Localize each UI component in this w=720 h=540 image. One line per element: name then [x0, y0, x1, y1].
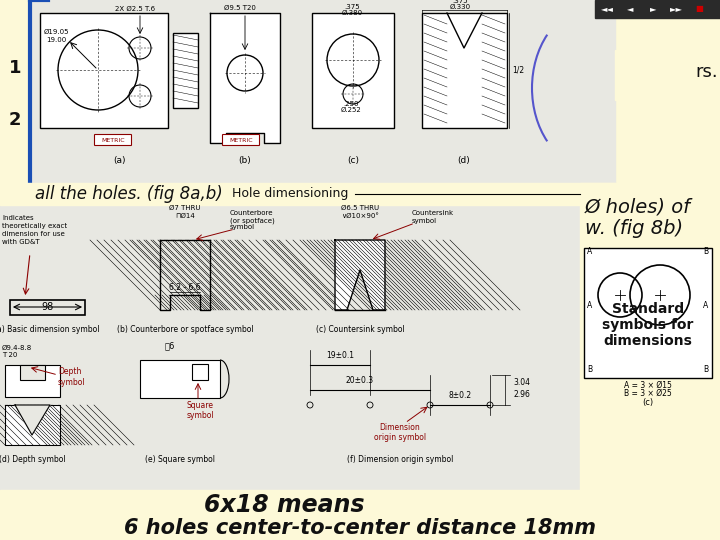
Bar — [0, 205, 580, 490]
Text: dimension for use: dimension for use — [2, 231, 65, 237]
Text: 1/2: 1/2 — [512, 65, 524, 75]
Polygon shape — [5, 405, 60, 445]
Bar — [595, 0, 720, 18]
Text: 6 holes center-to-center distance 18mm: 6 holes center-to-center distance 18mm — [124, 518, 596, 538]
Text: (a): (a) — [114, 157, 126, 165]
Text: .375: .375 — [452, 0, 468, 4]
Text: ►►: ►► — [670, 4, 683, 14]
Text: .375: .375 — [344, 4, 360, 10]
Text: 98: 98 — [41, 302, 53, 312]
Text: Ø9.4-8.8: Ø9.4-8.8 — [2, 345, 32, 351]
Text: Depth
symbol: Depth symbol — [58, 367, 86, 387]
Text: (c): (c) — [642, 399, 654, 408]
Text: B: B — [703, 247, 708, 256]
Text: 2.96: 2.96 — [513, 390, 530, 399]
Text: A = 3 × Ø15: A = 3 × Ø15 — [624, 381, 672, 389]
Text: (d): (d) — [458, 157, 470, 165]
Text: Ø holes) of: Ø holes) of — [585, 198, 691, 217]
Text: Ø7 THRU: Ø7 THRU — [169, 205, 201, 211]
Text: (a) Basic dimension symbol: (a) Basic dimension symbol — [0, 326, 100, 334]
Text: rs.: rs. — [696, 63, 718, 81]
Text: T 20: T 20 — [2, 352, 17, 358]
Text: ◄◄: ◄◄ — [600, 4, 613, 14]
Bar — [20, 365, 45, 380]
Text: A: A — [587, 247, 593, 256]
Text: .250: .250 — [343, 101, 359, 107]
Polygon shape — [15, 405, 50, 435]
Text: Ø9.5 T20: Ø9.5 T20 — [224, 5, 256, 11]
Text: ►: ► — [649, 4, 656, 14]
Text: ⎕6: ⎕6 — [165, 341, 175, 350]
Text: 6x18 means: 6x18 means — [204, 493, 365, 517]
Polygon shape — [210, 13, 280, 143]
Bar — [584, 248, 712, 378]
Text: Square
symbol: Square symbol — [186, 401, 214, 421]
Polygon shape — [335, 240, 385, 310]
Text: Standard
symbols for
dimensions: Standard symbols for dimensions — [603, 302, 693, 348]
Text: (c): (c) — [347, 157, 359, 165]
Text: (or spotface): (or spotface) — [230, 217, 275, 224]
Text: all the holes. (fig 8a,b): all the holes. (fig 8a,b) — [35, 185, 222, 203]
Text: B: B — [703, 366, 708, 375]
Text: (b) Counterbore or spotface symbol: (b) Counterbore or spotface symbol — [117, 326, 253, 334]
Text: Ø.330: Ø.330 — [449, 4, 471, 10]
Text: B = 3 × Ø25: B = 3 × Ø25 — [624, 388, 672, 397]
Bar — [0, 183, 720, 205]
Text: Hole dimensioning: Hole dimensioning — [232, 187, 348, 200]
Bar — [5, 365, 60, 397]
Bar — [615, 50, 720, 100]
Text: Ø.252: Ø.252 — [341, 107, 361, 113]
Text: Countersink: Countersink — [412, 210, 454, 216]
Text: (b): (b) — [238, 157, 251, 165]
Text: ⊓Ø14: ⊓Ø14 — [175, 213, 195, 219]
Bar — [0, 0, 30, 183]
Text: A: A — [703, 300, 708, 309]
Text: with GD&T: with GD&T — [2, 239, 40, 245]
Text: ∨Ø10×90°: ∨Ø10×90° — [341, 213, 379, 219]
FancyBboxPatch shape — [222, 134, 259, 145]
Bar — [312, 13, 394, 128]
Text: 8±0.2: 8±0.2 — [449, 391, 472, 400]
Text: 1: 1 — [9, 59, 22, 77]
Bar — [30, 0, 615, 183]
Text: (d) Depth symbol: (d) Depth symbol — [0, 456, 66, 464]
Bar — [40, 13, 168, 128]
Text: Ø6.5 THRU: Ø6.5 THRU — [341, 205, 379, 211]
Text: symbol: symbol — [412, 218, 437, 224]
Bar — [580, 183, 720, 540]
Text: METRIC: METRIC — [102, 138, 125, 143]
Text: (c) Countersink symbol: (c) Countersink symbol — [315, 326, 405, 334]
Text: 3.04: 3.04 — [513, 378, 530, 387]
Text: Ø.380: Ø.380 — [341, 10, 363, 16]
Text: theoretically exact: theoretically exact — [2, 223, 67, 229]
Text: 2: 2 — [9, 111, 22, 129]
Text: 19±0.1: 19±0.1 — [326, 351, 354, 360]
Text: 20±0.3: 20±0.3 — [346, 376, 374, 385]
Text: A: A — [587, 300, 593, 309]
Text: Indicates: Indicates — [2, 215, 34, 221]
Text: METRIC: METRIC — [229, 138, 253, 143]
Bar — [140, 360, 220, 398]
Text: symbol: symbol — [230, 224, 255, 230]
Bar — [10, 300, 85, 315]
Text: 6.2 - 6.6: 6.2 - 6.6 — [169, 282, 201, 292]
Text: Dimension
origin symbol: Dimension origin symbol — [374, 423, 426, 442]
Text: (f) Dimension origin symbol: (f) Dimension origin symbol — [347, 456, 453, 464]
Bar — [192, 364, 208, 380]
Text: 2X Ø2.5 T.6: 2X Ø2.5 T.6 — [115, 6, 155, 12]
Text: ◄: ◄ — [626, 4, 634, 14]
Bar — [173, 33, 198, 108]
Text: (e) Square symbol: (e) Square symbol — [145, 456, 215, 464]
Text: 19.00: 19.00 — [46, 37, 66, 43]
Bar — [0, 490, 720, 540]
Text: Counterbore: Counterbore — [230, 210, 274, 216]
Text: ■: ■ — [695, 4, 703, 14]
Bar — [422, 13, 507, 128]
Text: w. (fig 8b): w. (fig 8b) — [585, 219, 683, 238]
Text: B: B — [587, 366, 592, 375]
Text: Ø19.05: Ø19.05 — [43, 29, 68, 35]
FancyBboxPatch shape — [94, 134, 132, 145]
